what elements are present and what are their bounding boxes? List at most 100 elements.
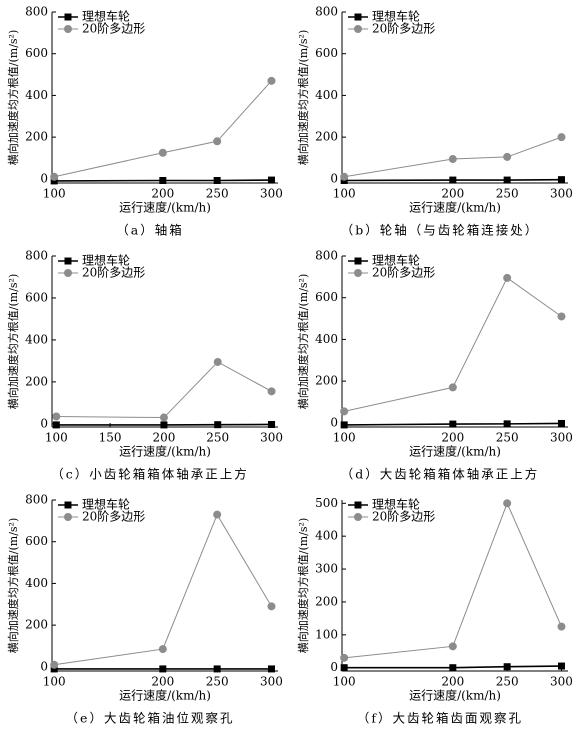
caption: （c）小齿轮箱箱体轴承正上方 — [51, 467, 249, 482]
marker — [50, 665, 58, 673]
legend-marker — [354, 13, 362, 21]
x-tick-label: 200 — [152, 431, 175, 445]
marker — [503, 152, 512, 161]
marker — [50, 172, 59, 181]
chart-panel: 0 200 400 600 800 100 200 250 300 运行速度/(km/h) 横向加速… — [6, 493, 283, 726]
marker — [267, 665, 275, 673]
legend-label: 20阶多边形 — [82, 266, 145, 280]
legend-marker — [354, 257, 362, 265]
series-line — [344, 501, 562, 659]
y-tick-label: 400 — [315, 88, 338, 102]
legend-label: 理想车轮 — [372, 497, 420, 512]
marker — [503, 176, 511, 184]
caption: （d）大齿轮箱箱体轴承正上方 — [341, 467, 540, 482]
x-tick-label: 250 — [206, 675, 229, 689]
x-axis-label: 运行速度/(km/h) — [409, 688, 501, 703]
series-line — [56, 361, 272, 419]
x-axis-label: 运行速度/(km/h) — [119, 688, 211, 703]
legend-label: 20阶多边形 — [372, 510, 435, 524]
chart-panel: 0 200 400 600 800 100 200 250 300 运行速度/(km/h) 横向加速… — [296, 249, 573, 482]
x-tick-label: 100 — [333, 675, 356, 689]
x-tick-label: 300 — [550, 431, 573, 445]
legend-marker — [64, 13, 72, 21]
marker — [448, 383, 457, 392]
marker — [50, 177, 58, 185]
chart-panel: 0 200 400 600 800 100 200 250 300 运行速度/(km/h) 横向加速… — [6, 5, 283, 238]
marker — [159, 413, 168, 422]
legend-label: 20阶多边形 — [82, 510, 145, 524]
y-axis-label: 横向加速度均方根值/(m/s²) — [296, 518, 310, 653]
legend-marker — [354, 25, 362, 33]
series-line — [54, 80, 272, 178]
legend-label: 理想车轮 — [82, 497, 130, 512]
legend-label: 理想车轮 — [372, 9, 420, 24]
x-tick-label: 300 — [260, 675, 283, 689]
marker — [557, 176, 565, 184]
legend-label: 理想车轮 — [372, 253, 420, 268]
marker — [557, 622, 566, 631]
y-tick-label: 800 — [315, 5, 338, 19]
marker — [557, 133, 566, 142]
marker — [159, 176, 167, 184]
y-tick-label: 400 — [315, 529, 338, 543]
marker — [267, 602, 276, 611]
y-axis-label: 横向加速度均方根值/(m/s²) — [6, 30, 20, 165]
x-tick-label: 250 — [496, 431, 519, 445]
y-tick-label: 0 — [330, 171, 338, 185]
x-tick-label: 250 — [206, 431, 229, 445]
x-axis-label: 运行速度/(km/h) — [119, 200, 211, 215]
y-tick-label: 300 — [315, 562, 338, 576]
x-tick-label: 200 — [441, 675, 464, 689]
x-tick-label: 100 — [43, 187, 66, 201]
y-tick-label: 800 — [25, 249, 48, 263]
y-tick-label: 600 — [315, 46, 338, 60]
y-tick-label: 0 — [330, 415, 338, 429]
x-tick-label: 100 — [333, 187, 356, 201]
marker — [267, 176, 275, 184]
marker — [340, 407, 349, 416]
y-tick-label: 200 — [315, 374, 338, 388]
marker — [267, 387, 276, 396]
legend-marker — [64, 25, 72, 33]
y-tick-label: 800 — [25, 493, 48, 507]
legend-label: 理想车轮 — [82, 253, 130, 268]
legend-marker — [64, 257, 72, 265]
x-axis-label: 运行速度/(km/h) — [409, 444, 501, 459]
x-tick-label: 100 — [45, 431, 68, 445]
series-line — [54, 179, 272, 182]
x-tick-label: 300 — [260, 187, 283, 201]
x-tick-label: 100 — [43, 675, 66, 689]
marker — [52, 421, 60, 429]
y-tick-label: 0 — [40, 171, 48, 185]
caption: （f）大齿轮箱齿面观察孔 — [357, 711, 523, 726]
y-tick-label: 400 — [315, 332, 338, 346]
x-tick-label: 250 — [496, 675, 519, 689]
marker — [213, 137, 222, 146]
caption: （b）轮轴（与齿轮箱连接处） — [341, 223, 540, 238]
y-tick-label: 200 — [25, 130, 48, 144]
series-line — [54, 513, 272, 666]
y-tick-label: 500 — [315, 496, 338, 510]
marker — [214, 421, 222, 429]
series-line — [344, 277, 562, 412]
y-tick-label: 0 — [330, 660, 338, 674]
series-line — [344, 422, 562, 426]
y-tick-label: 600 — [25, 46, 48, 60]
y-tick-label: 400 — [25, 88, 48, 102]
y-tick-label: 200 — [25, 374, 48, 388]
y-tick-label: 100 — [315, 627, 338, 641]
marker — [448, 642, 457, 651]
x-tick-label: 200 — [151, 675, 174, 689]
y-tick-label: 600 — [315, 290, 338, 304]
marker — [267, 76, 276, 85]
marker — [503, 663, 511, 671]
marker — [213, 176, 221, 184]
marker — [340, 664, 348, 672]
x-tick-label: 250 — [206, 187, 229, 201]
marker — [213, 510, 222, 519]
y-tick-label: 400 — [25, 576, 48, 590]
x-tick-label: 200 — [441, 431, 464, 445]
y-axis-label: 横向加速度均方根值/(m/s²) — [296, 274, 310, 409]
legend-marker — [354, 513, 362, 521]
y-tick-label: 600 — [25, 534, 48, 548]
